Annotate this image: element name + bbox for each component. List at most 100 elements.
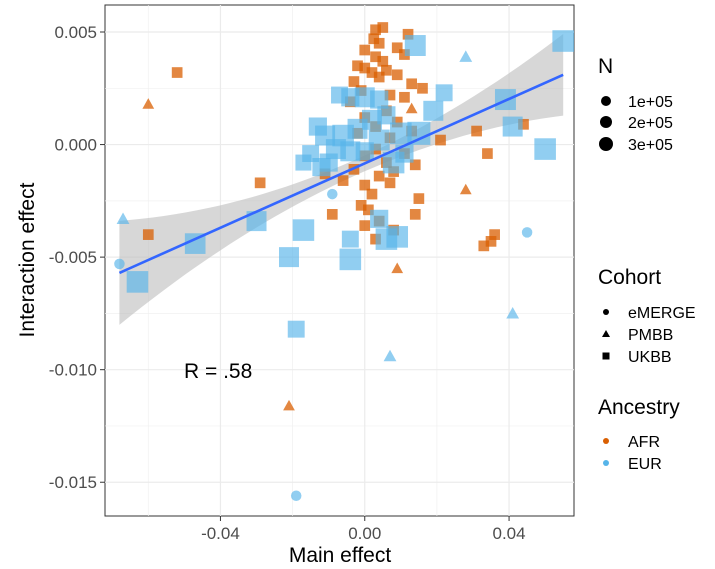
- data-point: [407, 121, 431, 145]
- data-point: [405, 102, 418, 114]
- data-point: [435, 134, 446, 146]
- legend-size-key: [600, 116, 612, 128]
- correlation-annotation: R = .58: [184, 360, 252, 383]
- data-point: [354, 87, 375, 108]
- data-point: [370, 209, 389, 228]
- data-point: [489, 229, 500, 240]
- data-point: [363, 204, 374, 216]
- legend-color-label: AFR: [628, 434, 660, 451]
- legend-color-key: [603, 460, 609, 466]
- data-point: [126, 271, 149, 293]
- data-point: [370, 24, 381, 36]
- data-point: [399, 91, 410, 103]
- y-tick-label: 0.000: [54, 136, 97, 155]
- data-point: [171, 67, 183, 78]
- legend-color-key: [603, 438, 609, 444]
- data-point: [114, 258, 125, 270]
- data-point: [391, 69, 403, 81]
- data-point: [370, 90, 389, 109]
- data-point: [521, 227, 533, 238]
- data-point: [485, 236, 497, 247]
- data-point: [359, 44, 371, 56]
- data-point: [327, 188, 338, 200]
- data-point: [423, 100, 444, 121]
- axes-layer: -0.04 0.00 0.04 0.005 0.000 -0.005 -0.010 -0.01…: [49, 23, 526, 543]
- data-point: [435, 84, 453, 102]
- y-axis-title: Interaction effect: [16, 182, 39, 337]
- data-point: [142, 98, 155, 109]
- data-point: [370, 233, 381, 245]
- y-tick-label: 0.005: [54, 23, 97, 42]
- data-point: [384, 89, 396, 101]
- fit-line-layer: [118, 73, 564, 275]
- data-point: [290, 490, 302, 501]
- legend-title-cohort: Cohort: [598, 266, 661, 289]
- data-point: [295, 154, 312, 171]
- legend-shape-label: PMBB: [628, 327, 673, 344]
- data-point: [279, 247, 299, 268]
- legend-shape-key: [602, 330, 610, 337]
- data-point: [142, 229, 154, 240]
- data-point: [417, 82, 428, 94]
- legend-size-label: 1e+05: [628, 94, 673, 111]
- data-point: [331, 86, 348, 104]
- legend-shape-label: UKBB: [628, 349, 672, 366]
- data-point: [370, 51, 381, 63]
- data-point: [384, 177, 396, 189]
- data-point: [391, 262, 404, 274]
- data-point: [391, 42, 403, 54]
- data-point: [292, 219, 315, 241]
- data-point: [355, 200, 367, 211]
- data-point: [399, 49, 410, 60]
- data-point: [339, 248, 362, 271]
- data-point: [518, 118, 529, 130]
- x-tick-label: 0.00: [348, 524, 381, 543]
- legend-size-label: 2e+05: [628, 115, 673, 132]
- legend-size-key: [599, 137, 613, 151]
- x-axis-title: Main effect: [289, 544, 391, 567]
- data-point: [413, 193, 425, 204]
- y-tick-label: -0.015: [49, 473, 97, 492]
- data-point: [368, 33, 380, 45]
- data-point: [391, 116, 403, 128]
- legend-size-key: [601, 96, 611, 106]
- data-point: [377, 55, 389, 67]
- data-point: [482, 148, 493, 159]
- data-point: [373, 71, 385, 83]
- y-tick-label: -0.005: [49, 248, 97, 267]
- data-point: [404, 35, 426, 56]
- fit-line: [118, 73, 564, 275]
- data-point: [359, 62, 371, 74]
- data-point: [366, 67, 378, 78]
- legend-title-ancestry: Ancestry: [598, 396, 680, 419]
- data-point: [406, 78, 418, 90]
- data-point: [308, 117, 327, 136]
- data-point: [368, 129, 390, 151]
- data-point: [471, 125, 482, 137]
- x-tick-label: -0.04: [201, 524, 240, 543]
- data-point: [383, 349, 397, 362]
- data-point: [459, 50, 473, 62]
- data-point: [340, 141, 361, 162]
- data-point: [337, 175, 349, 186]
- data-point: [341, 230, 359, 248]
- data-point: [355, 142, 374, 161]
- data-point: [386, 226, 409, 248]
- data-point: [384, 132, 396, 144]
- data-point: [348, 76, 360, 87]
- data-point: [377, 22, 389, 33]
- legend-shape-key: [602, 352, 610, 360]
- data-point: [373, 37, 385, 49]
- y-tick-label: -0.010: [49, 361, 97, 380]
- x-tick-label: 0.04: [493, 524, 526, 543]
- data-point: [402, 28, 414, 40]
- legend-shape-label: eMERGE: [628, 305, 696, 322]
- data-point: [478, 240, 490, 252]
- points-layer: [114, 22, 574, 501]
- data-point: [502, 116, 523, 137]
- data-point: [287, 320, 305, 338]
- data-point: [254, 177, 266, 189]
- legend-shape-key: [603, 309, 609, 315]
- data-point: [381, 64, 392, 76]
